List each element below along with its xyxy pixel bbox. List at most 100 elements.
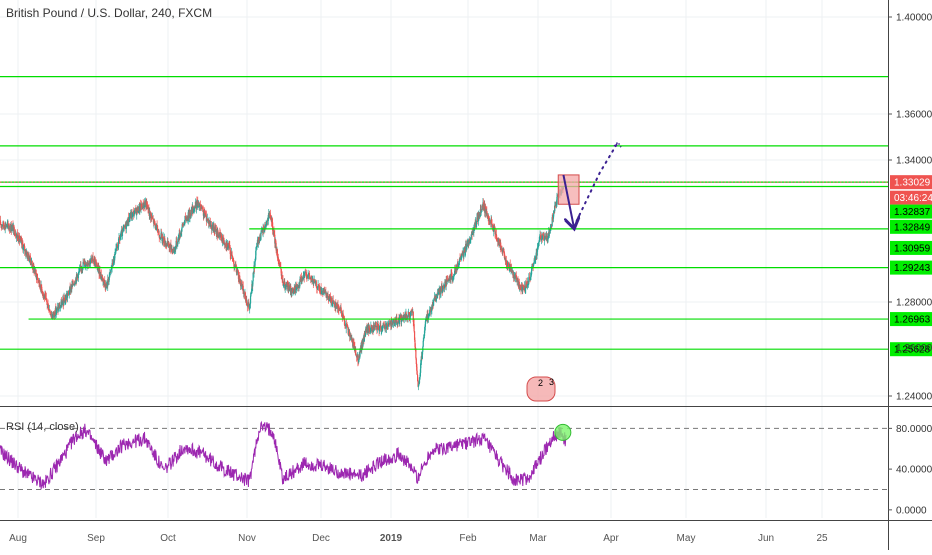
candle-body [111, 263, 114, 266]
candle-body [299, 279, 301, 287]
candle-body [500, 248, 503, 250]
candle-body [242, 285, 244, 294]
candle-body [546, 235, 548, 239]
candle-body [380, 330, 382, 331]
candle-body [67, 291, 69, 293]
candle-body [153, 220, 155, 224]
candle-body [492, 227, 494, 228]
candle-body [480, 209, 482, 214]
candle-body [536, 251, 538, 256]
candle-body [363, 334, 365, 342]
candle-body [466, 243, 468, 247]
candle-body [534, 259, 536, 261]
candle-body [497, 240, 499, 242]
candle-body [55, 308, 57, 314]
candle-body [506, 265, 508, 266]
forecast-arrow-down[interactable] [562, 174, 573, 227]
level-price-label: 1.29243 [894, 263, 931, 274]
candle-body [159, 237, 161, 239]
candle-body [266, 221, 268, 222]
candle-body [278, 259, 280, 263]
candle-body [503, 250, 505, 253]
candle-body [410, 310, 412, 315]
candle-body [526, 286, 528, 288]
candle-body [391, 323, 393, 327]
candle-body [67, 291, 69, 295]
candle-body [481, 205, 483, 211]
candle-body [433, 300, 435, 306]
candle-body [503, 252, 505, 254]
x-tick-label: Feb [459, 533, 477, 544]
candle-body [406, 315, 408, 318]
candle-body [444, 281, 446, 284]
candle-body [527, 283, 529, 285]
candle-body [543, 235, 545, 241]
candle-body [507, 262, 510, 269]
candle-body [249, 295, 252, 304]
candle-body [66, 294, 69, 298]
candle-body [368, 328, 371, 330]
candle-body [413, 321, 415, 325]
candle-body [260, 230, 262, 233]
candle-body [54, 316, 56, 317]
candle-body [24, 249, 27, 255]
candle-body [385, 324, 387, 329]
candle-body [240, 281, 242, 287]
candles-layer [0, 185, 565, 391]
candle-body [162, 236, 165, 243]
candle-body [461, 254, 463, 256]
candle-body [233, 259, 235, 264]
candle-body [137, 211, 140, 213]
candle-body [122, 228, 124, 231]
candle-body [209, 221, 211, 226]
candle-body [6, 224, 8, 227]
candle-body [236, 269, 238, 275]
candle-body [519, 285, 521, 288]
candle-body [211, 228, 213, 230]
candle-body [223, 237, 225, 243]
candle-body [51, 315, 53, 318]
candle-body [459, 258, 461, 259]
candle-body [134, 209, 136, 211]
candle-body [415, 358, 417, 365]
candle-body [181, 224, 183, 229]
candle-body [516, 280, 518, 282]
candle-body [87, 263, 89, 265]
candle-body [451, 273, 453, 277]
wave-label-badge[interactable] [526, 376, 556, 402]
candle-body [523, 287, 525, 290]
wave-label-3: 3 [549, 377, 554, 387]
candle-body [249, 304, 251, 310]
candle-body [318, 285, 320, 290]
candle-body [417, 381, 419, 387]
candle-body [217, 231, 219, 238]
candle-body [86, 264, 89, 266]
candle-body [265, 221, 268, 225]
rsi-overbought-marker[interactable] [554, 423, 572, 441]
candle-body [283, 285, 285, 286]
candle-body [35, 272, 37, 279]
candle-body [61, 302, 63, 307]
candle-body [501, 249, 503, 253]
candle-body [280, 269, 282, 276]
candle-body [550, 224, 552, 225]
candle-body [88, 262, 90, 266]
candle-body [385, 327, 388, 329]
candle-body [510, 268, 513, 273]
y-tick-label: 1.34000 [896, 156, 932, 167]
candle-body [547, 237, 549, 243]
candle-body [227, 243, 229, 245]
candle-body [148, 207, 150, 213]
candle-body [63, 297, 65, 305]
candle-body [332, 299, 334, 302]
candle-body [233, 263, 235, 267]
rsi-line [0, 420, 567, 490]
candle-body [440, 288, 442, 294]
candle-body [270, 219, 272, 220]
candle-body [437, 289, 439, 295]
forecast-path-dotted[interactable] [572, 141, 619, 228]
candle-body [420, 361, 422, 364]
